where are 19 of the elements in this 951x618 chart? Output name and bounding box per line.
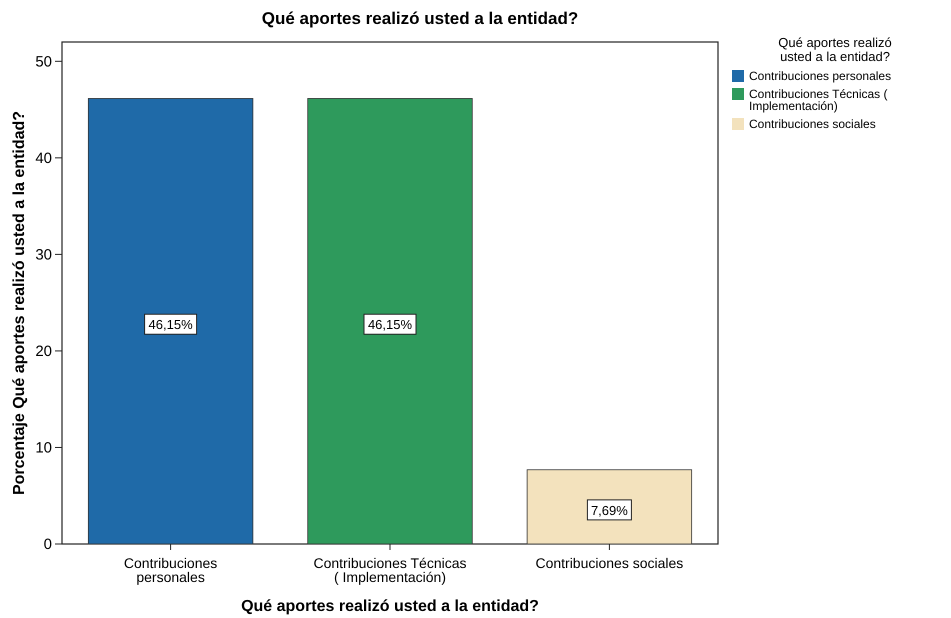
y-tick-label: 0 <box>44 536 52 553</box>
legend-label: Contribuciones personales <box>749 69 892 83</box>
x-tick-label: Contribuciones personales <box>124 555 218 585</box>
x-axis-title: Qué aportes realizó usted a la entidad? <box>241 598 539 615</box>
x-tick-label: Contribuciones sociales <box>535 555 684 571</box>
y-tick-label: 20 <box>35 342 52 360</box>
y-tick-label: 10 <box>35 439 52 456</box>
legend-label: Contribuciones sociales <box>749 117 876 131</box>
y-tick-label: 50 <box>35 53 52 70</box>
y-tick-label: 40 <box>35 150 52 167</box>
legend-label: Contribuciones Técnicas ( Implementación) <box>749 87 888 113</box>
y-axis-title: Porcentaje Qué aportes realizó usted a la entidad? <box>11 110 28 496</box>
y-tick-label: 30 <box>35 246 52 264</box>
x-tick-label: Contribuciones Técnicas ( Implementación) <box>313 555 467 585</box>
data-label: 46,15% <box>368 317 412 332</box>
data-label: 46,15% <box>148 317 194 332</box>
data-label: 7,69% <box>590 502 628 518</box>
legend-title: Qué aportes realizó usted a la entidad? <box>778 35 892 64</box>
chart-title: Qué aportes realizó usted a la entidad? <box>262 9 578 28</box>
